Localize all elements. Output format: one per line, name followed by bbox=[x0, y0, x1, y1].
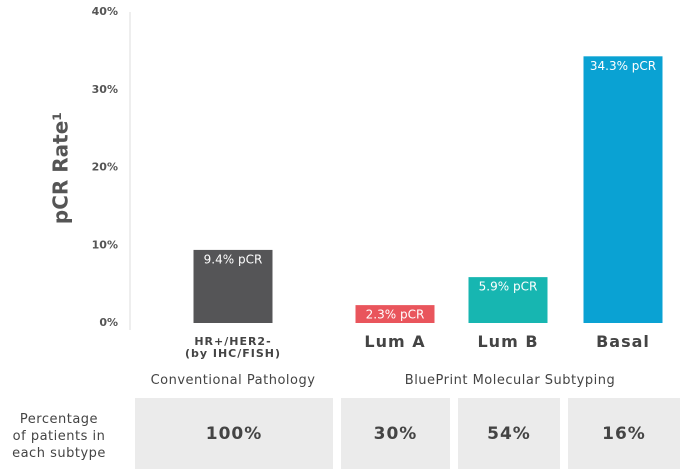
row-label: Percentage of patients in each subtype bbox=[12, 412, 106, 461]
bar bbox=[355, 305, 435, 323]
y-tick-label: 40% bbox=[92, 5, 118, 18]
x-tick-label: Lum A bbox=[364, 332, 426, 351]
group-label: BluePrint Molecular Subtyping bbox=[404, 373, 616, 388]
y-tick-label: 30% bbox=[92, 83, 118, 96]
table-cell: 16% bbox=[568, 398, 680, 469]
table-cell: 30% bbox=[341, 398, 450, 469]
value-label: 2.3% pCR bbox=[366, 308, 425, 322]
table-cell: 54% bbox=[458, 398, 560, 469]
value-label: 34.3% pCR bbox=[590, 59, 656, 73]
bar bbox=[583, 56, 663, 323]
value-label: 9.4% pCR bbox=[204, 252, 263, 266]
y-axis-label: pCR Rate¹ bbox=[49, 112, 73, 224]
x-tick-label: Basal bbox=[596, 332, 650, 351]
chart: pCR Rate¹ 0% 10% 20% 30% 40% 9.4% pCR 2.3% pCR… bbox=[49, 5, 663, 330]
x-tick-label: HR+/HER2- (by IHC/FISH) bbox=[184, 335, 282, 361]
x-tick-label: Lum B bbox=[477, 332, 539, 351]
table-cell: 100% bbox=[135, 398, 333, 469]
y-tick-label: 0% bbox=[99, 316, 118, 329]
group-label: Conventional Pathology bbox=[150, 373, 316, 388]
bar bbox=[193, 249, 273, 323]
value-label: 5.9% pCR bbox=[479, 280, 538, 294]
y-tick-label: 20% bbox=[92, 161, 118, 174]
y-tick-label: 10% bbox=[92, 238, 118, 251]
bar bbox=[468, 277, 548, 323]
